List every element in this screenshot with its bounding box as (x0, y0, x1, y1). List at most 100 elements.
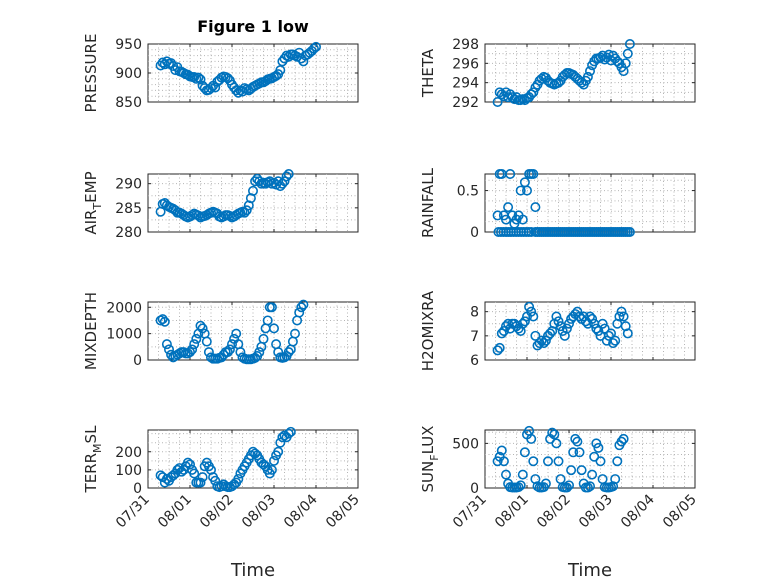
data-point (551, 438, 562, 449)
data-point (241, 205, 252, 216)
data-point (526, 306, 537, 317)
data-point (614, 311, 625, 322)
data-point (507, 92, 518, 103)
y-tick-label: 6 (470, 353, 479, 369)
series-points (155, 41, 321, 98)
data-point (268, 323, 279, 334)
data-point (616, 306, 627, 317)
x-tick-label: 07/31 (450, 492, 490, 532)
data-point (492, 97, 503, 108)
data-point (566, 465, 577, 476)
data-point (161, 339, 172, 350)
data-point (492, 210, 503, 221)
x-tick-label: 08/02 (534, 492, 574, 532)
data-point (551, 311, 562, 322)
data-point (536, 335, 547, 346)
data-point (262, 315, 273, 326)
data-point (195, 477, 206, 488)
data-point (574, 447, 585, 458)
x-axis-label: Time (230, 560, 275, 581)
x-tick-label: 08/02 (197, 492, 237, 532)
data-point (308, 43, 319, 54)
x-tick-label: 07/31 (113, 492, 153, 532)
data-point (624, 38, 635, 49)
y-axis-label-main: MIXDEPTH (82, 292, 100, 370)
data-point (505, 169, 516, 180)
x-tick-label: 08/05 (660, 492, 700, 532)
y-tick-label: 7 (470, 329, 479, 345)
data-point (587, 313, 598, 324)
y-tick-label: 285 (115, 201, 142, 217)
data-point (553, 316, 564, 327)
data-point (563, 318, 574, 329)
data-point (618, 433, 629, 444)
x-tick-label: 08/04 (618, 491, 658, 531)
y-axis-label-main: AIR (82, 210, 100, 235)
data-point (281, 171, 292, 182)
data-point (513, 482, 524, 493)
data-point (561, 482, 572, 493)
data-point (536, 73, 547, 84)
data-point (549, 429, 560, 440)
data-point (582, 482, 593, 493)
data-point (195, 320, 206, 331)
data-point (540, 335, 551, 346)
subplot-rainfall: 0 0.5 RAINFALL (419, 167, 696, 241)
data-point (528, 456, 539, 467)
y-tick-label: 298 (452, 37, 479, 53)
data-point (189, 468, 200, 479)
series-points (492, 169, 635, 238)
data-point (521, 185, 532, 196)
data-point (517, 214, 528, 225)
y-axis-label: TERRMSL (82, 425, 104, 494)
x-tick-label: 08/04 (281, 491, 321, 531)
data-point (157, 314, 168, 325)
y-tick-label: 950 (115, 37, 142, 53)
data-point (492, 345, 503, 356)
y-axis-label-tail: SL (82, 425, 100, 444)
data-point (608, 338, 619, 349)
data-point (528, 311, 539, 322)
y-tick-label: 200 (115, 445, 142, 461)
subplot-h2omixra: 6 7 8 H2OMIXRA (419, 290, 696, 371)
subplot-sun_flux: 0 500 07/31 08/01 08/02 08/03 08/04 08/05 SUNFLU… (419, 426, 700, 581)
data-point (283, 347, 294, 358)
series-points (492, 425, 629, 493)
data-point (195, 74, 206, 85)
subplot-air_temp: 280 285 290 AIRTEMP (82, 169, 359, 241)
data-point (540, 478, 551, 489)
grid (485, 302, 695, 360)
data-point (524, 301, 535, 312)
y-axis-label: PRESSURE (82, 34, 100, 113)
data-point (568, 447, 579, 458)
y-tick-label: 0.5 (457, 184, 479, 200)
data-point (496, 328, 507, 339)
data-point (603, 330, 614, 341)
y-tick-label: 294 (452, 76, 479, 92)
y-axis-label-tail: LUX (419, 426, 437, 455)
x-tick-label: 08/03 (576, 492, 616, 532)
series-points (492, 301, 633, 356)
data-point (191, 333, 202, 344)
data-point (170, 65, 181, 76)
y-tick-label: 296 (452, 56, 479, 72)
data-point (530, 330, 541, 341)
series-points (155, 299, 309, 365)
x-tick-label: 08/01 (155, 492, 195, 532)
data-point (189, 339, 200, 350)
data-point (193, 72, 204, 83)
y-axis-label-main: THETA (419, 48, 437, 98)
x-tick-label: 08/03 (239, 492, 279, 532)
data-point (584, 481, 595, 492)
data-point (210, 82, 221, 93)
y-tick-label: 292 (452, 95, 479, 111)
data-point (248, 185, 259, 196)
data-point (534, 338, 545, 349)
series-points (155, 426, 296, 493)
data-point (528, 169, 539, 180)
y-tick-label: 8 (470, 305, 479, 321)
data-point (622, 48, 633, 59)
y-tick-label: 850 (115, 95, 142, 111)
grid (148, 302, 358, 360)
